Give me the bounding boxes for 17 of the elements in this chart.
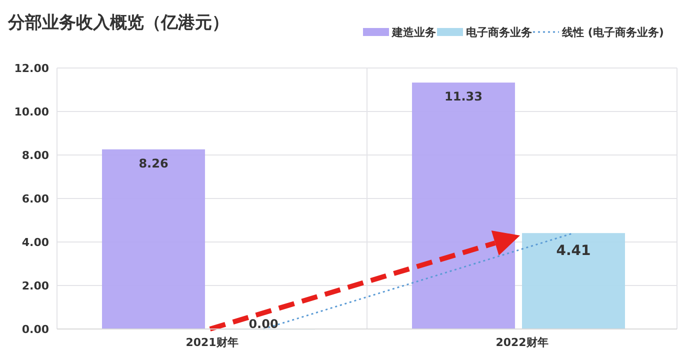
legend-label: 电子商务业务 (466, 26, 532, 39)
x-tick-label: 2022财年 (496, 336, 548, 349)
y-tick-label: 0.00 (22, 323, 50, 336)
chart-title: 分部业务收入概览（亿港元） (7, 13, 229, 33)
y-tick-label: 12.00 (14, 62, 50, 75)
y-tick-label: 10.00 (14, 106, 50, 118)
data-label: 0.00 (248, 317, 278, 331)
x-tick-label: 2021财年 (186, 336, 238, 349)
legend-label: 线性 (电子商务业务) (561, 26, 664, 39)
data-label: 8.26 (138, 156, 168, 170)
y-tick-label: 4.00 (22, 236, 50, 249)
legend-label: 建造业务 (391, 26, 436, 39)
y-tick-label: 2.00 (22, 280, 50, 292)
y-tick-label: 8.00 (22, 149, 50, 162)
y-tick-label: 6.00 (22, 192, 50, 206)
data-label: 11.33 (444, 90, 482, 104)
data-label: 4.41 (556, 243, 591, 260)
